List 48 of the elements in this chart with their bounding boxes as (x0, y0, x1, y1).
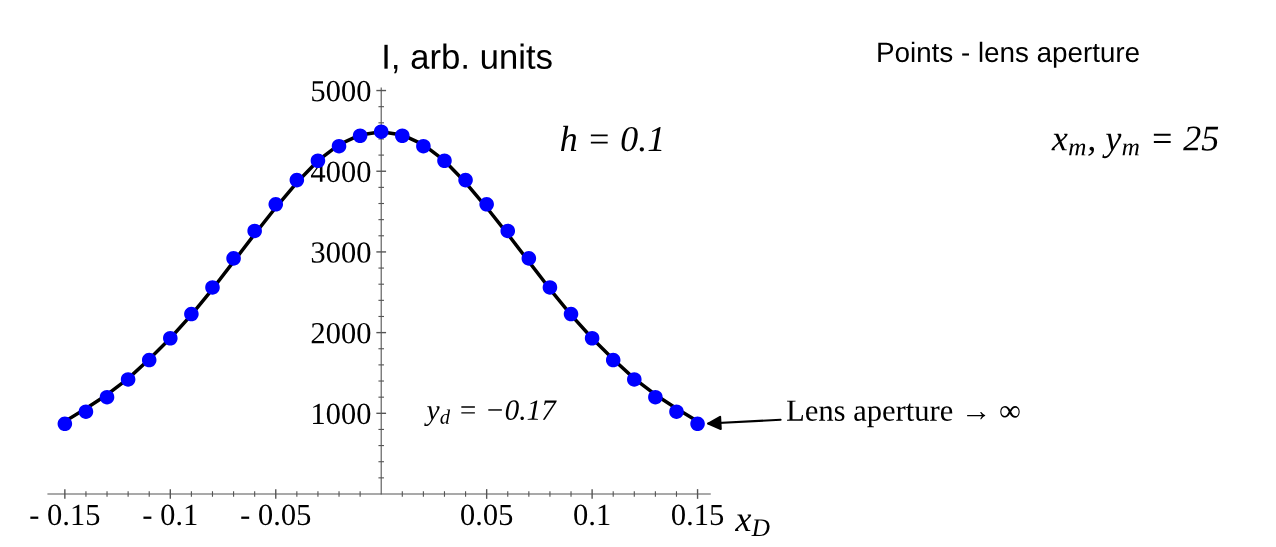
x-tick-label: 0.05 (461, 504, 513, 526)
point (690, 416, 705, 432)
point (605, 352, 621, 368)
point (373, 124, 389, 139)
annotation: Lens aperture → ∞ (787, 400, 1020, 428)
y-tick-label: 5000 (312, 80, 371, 102)
text: Points - lens aperture (878, 41, 1139, 68)
annotation: h = 0.1 (560, 125, 662, 152)
point (141, 352, 157, 368)
point (648, 389, 663, 405)
x-tick-label: - 0.1 (143, 504, 197, 526)
point (78, 404, 94, 419)
annotation: y$_{d}$ = −0.17 (424, 400, 557, 426)
point (458, 172, 473, 188)
y-tick-label: 1000 (313, 403, 371, 425)
point (669, 404, 684, 419)
x-tick-label: 0.15 (672, 504, 724, 526)
x-axis-title: x$_{D}$ (734, 514, 770, 537)
point (500, 223, 516, 239)
point (416, 138, 431, 154)
point (395, 128, 410, 144)
x-tick-label: - 0.05 (241, 504, 311, 526)
point (289, 172, 305, 188)
point (226, 251, 241, 266)
point (99, 389, 115, 405)
point (584, 330, 600, 346)
y-tick-label: 4000 (310, 161, 371, 183)
point (352, 128, 368, 144)
point (120, 372, 136, 387)
point (437, 153, 452, 169)
point (627, 372, 642, 387)
point (563, 306, 579, 322)
point (163, 330, 178, 346)
y-tick-label: 3000 (311, 242, 371, 263)
point (57, 416, 73, 432)
x-tick-label: 0.1 (574, 504, 610, 526)
point (247, 223, 262, 239)
x-tick-label: - 0.15 (30, 504, 100, 526)
point (268, 197, 284, 212)
point (184, 306, 199, 322)
point (521, 251, 537, 266)
text: x$_{m}$, y$_{m}$ = 25 (1051, 126, 1219, 159)
y-tick-label: 2000 (311, 322, 371, 344)
point (331, 138, 347, 154)
point (542, 280, 558, 295)
point (205, 280, 220, 295)
y-axis-title: I, arb. units (384, 43, 552, 74)
point (479, 197, 494, 212)
